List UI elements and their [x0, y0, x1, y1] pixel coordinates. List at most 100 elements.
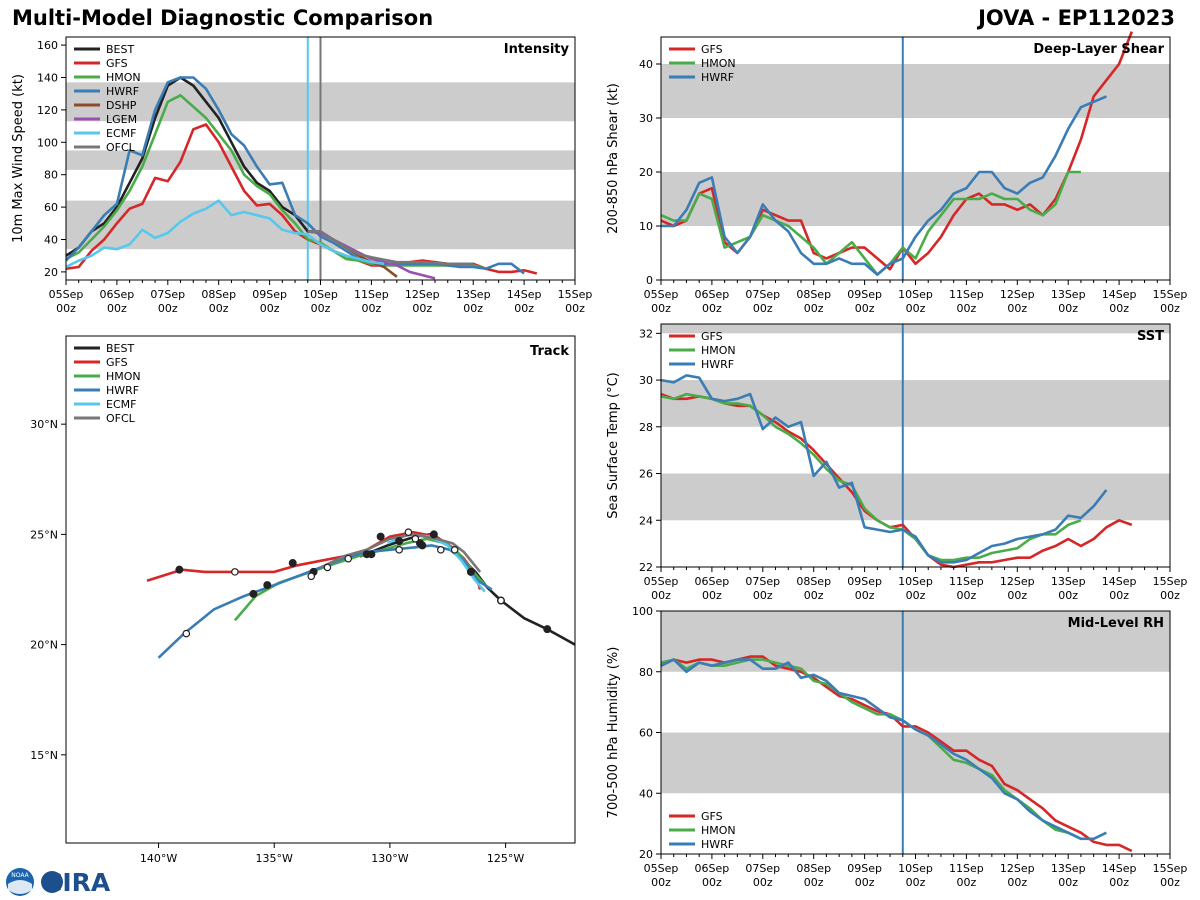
- x-tick-label-intensity-6: 11Sep: [354, 288, 389, 301]
- x-tick-label-intensity-0: 05Sep: [49, 288, 84, 301]
- x-tick-label-rh-3: 08Sep: [796, 862, 831, 875]
- y-axis-label-rh: 700-500 hPa Humidity (%): [606, 647, 621, 819]
- legend-label-intensity-ofcl: OFCL: [106, 141, 136, 154]
- track-marker-gfs-0: [376, 532, 385, 541]
- legend-label-shear-hmon: HMON: [701, 57, 736, 70]
- y-tick-label-rh-3: 80: [639, 666, 653, 679]
- x-tick-sub-rh-7: 00z: [1007, 876, 1027, 889]
- x-tick-label-rh-10: 15Sep: [1153, 862, 1188, 875]
- x-tick-sub-sst-0: 00z: [651, 589, 671, 602]
- page-title: Multi-Model Diagnostic Comparison: [12, 6, 434, 30]
- y-axis-label-shear: 200-850 hPa Shear (kt): [606, 83, 621, 234]
- track-plot-area: [146, 528, 575, 659]
- x-tick-sub-rh-8: 00z: [1058, 876, 1078, 889]
- x-tick-sub-rh-4: 00z: [855, 876, 875, 889]
- shade-band-sst-0: [661, 473, 1170, 521]
- x-tick-label-shear-9: 14Sep: [1102, 288, 1137, 301]
- x-tick-label-sst-9: 14Sep: [1102, 575, 1137, 588]
- y-tick-label-shear-4: 40: [639, 58, 653, 71]
- track-marker-best-5: [395, 537, 404, 546]
- y-tick-label-intensity-2: 60: [44, 201, 58, 214]
- panel-rh: 05Sep00z06Sep00z07Sep00z08Sep00z09Sep00z…: [606, 605, 1187, 889]
- y-tick-label-track-0: 15°N: [30, 749, 58, 762]
- x-tick-label-track-3: 125°W: [487, 852, 524, 865]
- series-line-rh-hwrf: [660, 658, 1107, 841]
- x-tick-sub-sst-1: 00z: [702, 589, 722, 602]
- legend-label-rh-hmon: HMON: [701, 824, 736, 837]
- series-line-intensity-ecmf: [65, 199, 385, 269]
- legend-label-rh-hwrf: HWRF: [701, 838, 734, 851]
- x-tick-label-rh-7: 12Sep: [1000, 862, 1035, 875]
- panel-title-sst: SST: [1137, 329, 1164, 344]
- y-tick-label-intensity-1: 40: [44, 234, 58, 247]
- track-open-marker-hwrf-1: [307, 572, 316, 581]
- legend-label-track-hmon: HMON: [106, 370, 141, 383]
- panel-title-shear: Deep-Layer Shear: [1033, 42, 1164, 57]
- series-line-sst-hmon: [660, 392, 1082, 562]
- x-tick-sub-intensity-2: 00z: [158, 302, 178, 315]
- x-tick-sub-intensity-8: 00z: [463, 302, 483, 315]
- x-tick-sub-shear-4: 00z: [855, 302, 875, 315]
- track-open-marker-ofcl-3: [437, 546, 445, 554]
- x-tick-label-track-0: 140°W: [140, 852, 177, 865]
- x-tick-sub-rh-0: 00z: [651, 876, 671, 889]
- cira-logo: NOAA CIRA: [6, 868, 111, 897]
- cira-logo-text: CIRA: [44, 868, 111, 897]
- y-tick-label-track-3: 30°N: [30, 418, 58, 431]
- x-tick-sub-sst-2: 00z: [753, 589, 773, 602]
- panel-title-rh: Mid-Level RH: [1068, 616, 1164, 631]
- x-tick-label-sst-10: 15Sep: [1153, 575, 1188, 588]
- y-tick-label-shear-0: 0: [646, 274, 653, 287]
- y-tick-label-intensity-7: 160: [37, 39, 58, 52]
- y-tick-label-track-2: 25°N: [30, 528, 58, 541]
- x-tick-sub-rh-1: 00z: [702, 876, 722, 889]
- x-tick-label-shear-3: 08Sep: [796, 288, 831, 301]
- x-tick-label-track-1: 135°W: [256, 852, 293, 865]
- noaa-badge-text: NOAA: [11, 872, 29, 879]
- panel-title-track: Track: [530, 344, 569, 359]
- x-tick-sub-sst-7: 00z: [1007, 589, 1027, 602]
- track-open-marker-ofcl-4: [323, 563, 332, 572]
- panel-title-intensity: Intensity: [504, 42, 570, 57]
- legend-label-intensity-lgem: LGEM: [106, 113, 137, 126]
- legend-label-sst-hmon: HMON: [701, 344, 736, 357]
- shade-band-sst-1: [661, 380, 1170, 427]
- series-line-sst-hwrf: [660, 374, 1108, 564]
- x-tick-label-intensity-1: 06Sep: [100, 288, 135, 301]
- shade-band-sst-2: [661, 324, 1170, 334]
- x-tick-label-shear-10: 15Sep: [1153, 288, 1188, 301]
- legend-label-intensity-best: BEST: [106, 43, 134, 56]
- noaa-bird-icon: [8, 880, 32, 894]
- series-line-intensity-hwrf: [65, 76, 525, 275]
- x-tick-label-intensity-8: 13Sep: [456, 288, 491, 301]
- track-open-marker-hwrf-0: [344, 554, 353, 563]
- x-tick-label-rh-8: 13Sep: [1051, 862, 1086, 875]
- track-open-marker-ofcl-5: [395, 546, 403, 554]
- legend-label-track-gfs: GFS: [106, 356, 128, 369]
- x-tick-label-intensity-10: 15Sep: [558, 288, 593, 301]
- legend-label-track-hwrf: HWRF: [106, 384, 139, 397]
- track-open-marker-hwrf-2: [182, 629, 191, 638]
- y-tick-label-sst-4: 30: [639, 374, 653, 387]
- track-marker-hwrf-0: [362, 550, 371, 559]
- legend-label-track-ofcl: OFCL: [106, 412, 136, 425]
- x-tick-label-shear-5: 10Sep: [898, 288, 933, 301]
- x-tick-sub-sst-10: 00z: [1160, 589, 1180, 602]
- track-marker-hwrf-3: [249, 589, 258, 598]
- y-tick-label-track-1: 20°N: [30, 639, 58, 652]
- x-tick-label-shear-7: 12Sep: [1000, 288, 1035, 301]
- storm-id-title: JOVA - EP112023: [978, 6, 1175, 30]
- x-tick-label-shear-1: 06Sep: [695, 288, 730, 301]
- plot-frame-sst: [660, 323, 1171, 568]
- legend-label-shear-gfs: GFS: [701, 43, 723, 56]
- x-tick-sub-shear-5: 00z: [906, 302, 926, 315]
- y-axis-label-sst: Sea Surface Temp (°C): [606, 372, 621, 519]
- series-line-intensity-gfs: [65, 123, 538, 275]
- legend-label-rh-gfs: GFS: [701, 810, 723, 823]
- track-marker-gfs-2: [175, 565, 184, 574]
- track-marker-best-3: [429, 530, 438, 539]
- x-tick-label-track-2: 130°W: [371, 852, 408, 865]
- legend-label-track-ecmf: ECMF: [106, 398, 136, 411]
- track-marker-best-0: [543, 625, 552, 634]
- y-tick-label-sst-3: 28: [639, 421, 653, 434]
